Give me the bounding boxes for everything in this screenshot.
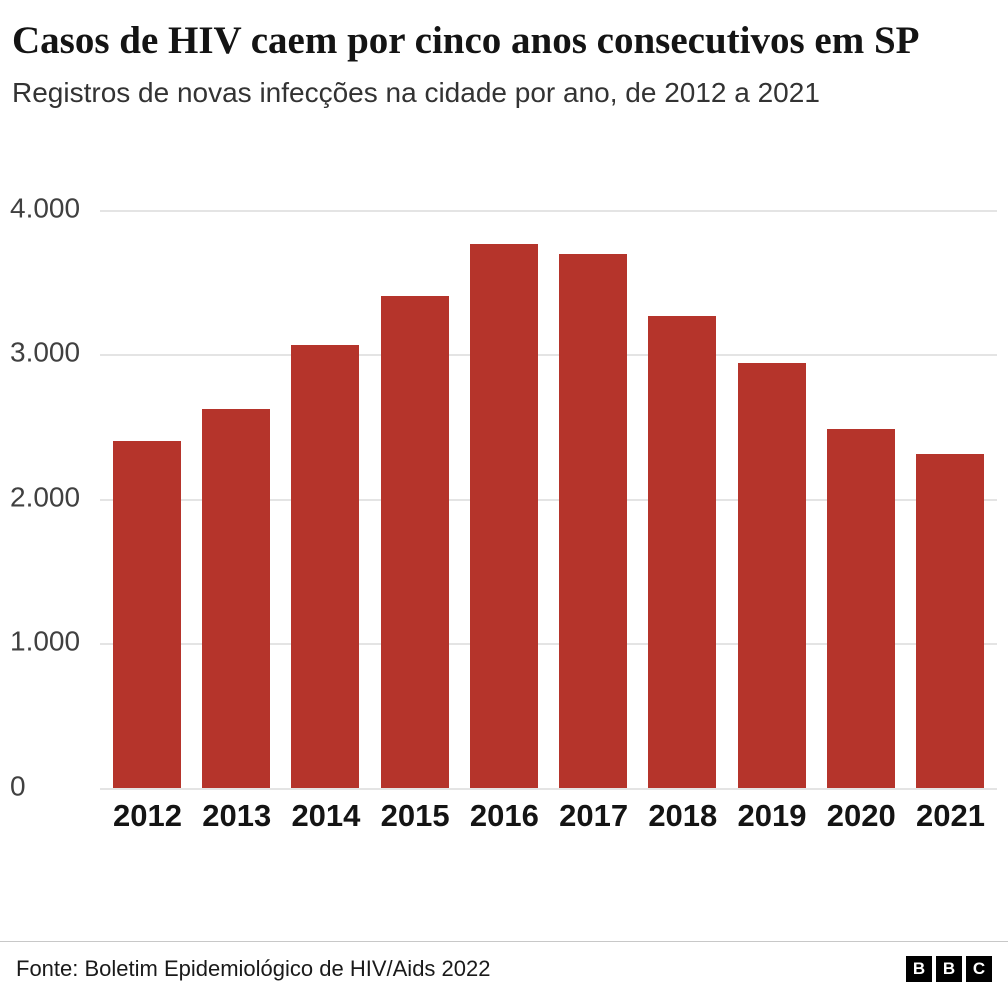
gridline (100, 354, 997, 356)
chart-subtitle: Registros de novas infecções na cidade p… (12, 76, 820, 108)
gridline (100, 498, 997, 501)
bars (100, 210, 997, 788)
y-tick-label: 0 (10, 769, 26, 801)
chart: 4.000 3.000 2.000 1.000 0 2012 2013 2014 2015 20… (0, 192, 997, 834)
chart-title: Casos de HIV caem por cinco anos consecu… (12, 19, 920, 62)
gridline (100, 643, 997, 645)
gridline (100, 209, 997, 212)
y-tick-label: 3.000 (10, 336, 81, 368)
y-tick-label: 1.000 (10, 625, 81, 657)
bar-2020 (826, 429, 895, 788)
bbc-logo-letter: B (936, 956, 962, 982)
source-text: Fonte: Boletim Epidemiológico de HIV/Aid… (16, 956, 491, 981)
bar-2012 (113, 440, 181, 788)
footer: Fonte: Boletim Epidemiológico de HIV/Aid… (0, 941, 1008, 1002)
plot-area: 4.000 3.000 2.000 1.000 0 (0, 192, 997, 801)
x-tick-label: 2017 (559, 797, 629, 833)
bar-2013 (202, 408, 271, 788)
x-tick-label: 2019 (737, 797, 807, 833)
bbc-logo-letter: B (906, 956, 932, 982)
gridline (100, 787, 997, 790)
x-tick-label: 2014 (291, 797, 361, 833)
x-tick-label: 2020 (826, 797, 896, 833)
x-tick-label: 2013 (202, 797, 272, 833)
x-labels: 2012 2013 2014 2015 2016 2017 2018 2019 2020 2021 (100, 798, 997, 834)
chart-header: Casos de HIV caem por cinco anos consecu… (0, 0, 1008, 110)
y-tick-label: 4.000 (10, 191, 81, 223)
bar-2016 (469, 244, 538, 788)
x-tick-label: 2012 (113, 797, 182, 833)
bar-2018 (648, 316, 717, 788)
bar-2019 (737, 362, 806, 788)
x-tick-label: 2015 (380, 797, 450, 833)
bar-2015 (380, 296, 449, 788)
x-tick-label: 2021 (915, 797, 985, 833)
y-tick-label: 2.000 (10, 480, 81, 512)
bbc-logo-letter: C (966, 956, 992, 982)
bar-2021 (915, 453, 984, 788)
bar-2014 (291, 345, 360, 788)
bar-2017 (559, 254, 628, 788)
x-tick-label: 2016 (469, 797, 539, 833)
x-tick-label: 2018 (648, 797, 718, 833)
